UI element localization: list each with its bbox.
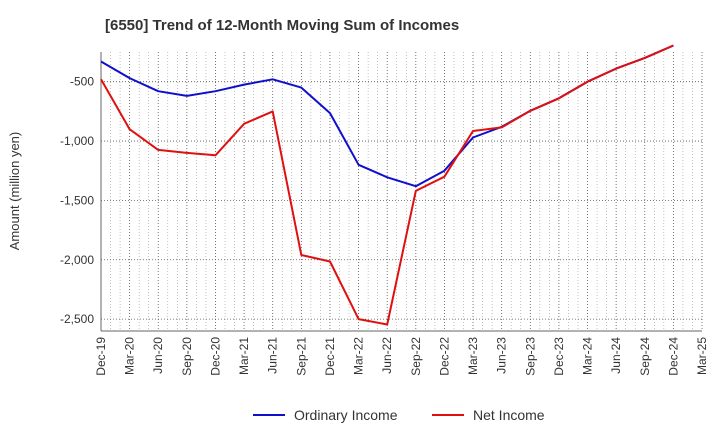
- y-axis-label: Amount (million yen): [7, 132, 22, 251]
- chart-title: [6550] Trend of 12-Month Moving Sum of I…: [105, 17, 459, 34]
- series-line-net-income: [100, 44, 674, 326]
- x-tick-label: Dec-24: [666, 337, 680, 376]
- y-tick-label: -2,000: [60, 253, 94, 267]
- x-tick-label: Mar-25: [695, 337, 709, 375]
- x-tick-label: Jun-21: [266, 337, 280, 374]
- x-tick-label: Mar-21: [237, 337, 251, 375]
- x-tick-label: Sep-21: [294, 337, 308, 376]
- x-tick-label: Mar-23: [466, 337, 480, 375]
- x-tick-label: Sep-22: [409, 337, 423, 376]
- legend-label: Ordinary Income: [294, 407, 398, 423]
- y-tick-label: -2,500: [60, 312, 94, 326]
- x-tick-label: Jun-24: [609, 337, 623, 374]
- x-tick-label: Sep-24: [638, 337, 652, 376]
- x-tick-label: Sep-23: [523, 337, 537, 376]
- y-tick-label: -1,000: [60, 134, 94, 148]
- x-tick-label: Dec-19: [94, 337, 108, 376]
- x-tick-label: Jun-22: [380, 337, 394, 374]
- x-tick-label: Jun-20: [151, 337, 165, 374]
- x-tick-label: Mar-22: [352, 337, 366, 375]
- legend: Ordinary Income Net Income: [253, 407, 545, 423]
- x-tick-label: Jun-23: [495, 337, 509, 374]
- x-tick-label: Mar-20: [123, 337, 137, 375]
- x-tick-label: Sep-20: [180, 337, 194, 376]
- x-tick-label: Dec-23: [552, 337, 566, 376]
- y-tick-label: -1,500: [60, 193, 94, 207]
- x-tick-label: Dec-20: [208, 337, 222, 376]
- x-tick-label: Mar-24: [581, 337, 595, 375]
- x-tick-label: Dec-21: [323, 337, 337, 376]
- y-tick-label: -500: [70, 75, 94, 89]
- x-tick-label: Dec-22: [437, 337, 451, 376]
- legend-label: Net Income: [473, 407, 545, 423]
